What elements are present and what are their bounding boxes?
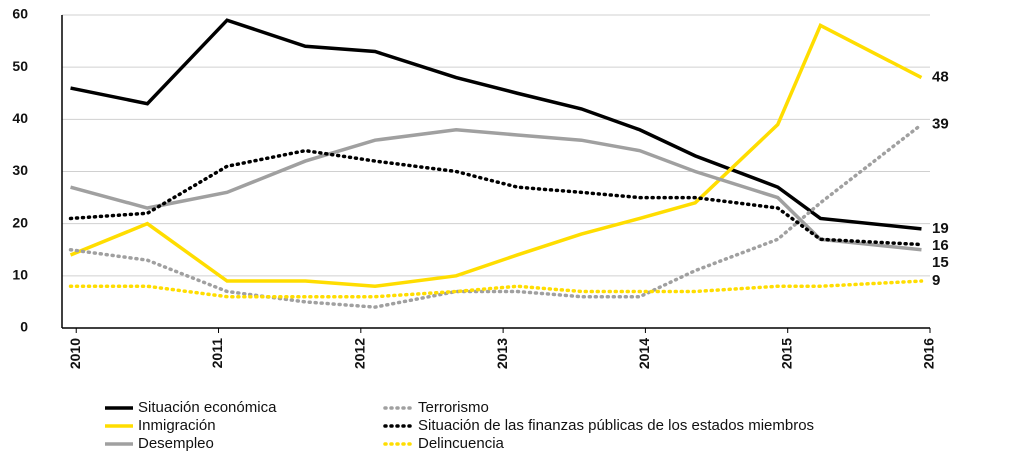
legend-label: Terrorismo	[418, 399, 489, 416]
end-label: 39	[932, 116, 949, 133]
legend-label: Desempleo	[138, 435, 214, 452]
legend-label: Delincuencia	[418, 435, 505, 452]
y-tick-label: 0	[20, 319, 28, 335]
series-line	[69, 23, 923, 289]
legend-label: Situación de las finanzas públicas de lo…	[418, 417, 814, 434]
end-label: 15	[932, 254, 949, 271]
legend-label: Situación económica	[138, 399, 277, 416]
series-line	[68, 148, 924, 247]
x-tick-label: 2012	[352, 338, 368, 369]
x-tick-label: 2015	[778, 338, 794, 369]
x-tick-label: 2011	[209, 338, 225, 369]
y-tick-label: 40	[12, 110, 28, 126]
end-label: 48	[932, 69, 949, 86]
series-line	[70, 128, 922, 252]
series-line	[68, 122, 924, 309]
series-line	[70, 18, 922, 231]
end-label: 16	[932, 237, 949, 254]
x-tick-label: 2010	[67, 338, 83, 369]
series-line	[68, 279, 924, 299]
end-label: 9	[932, 272, 940, 289]
end-label: 19	[932, 220, 949, 237]
y-tick-label: 60	[12, 6, 28, 22]
y-tick-label: 20	[12, 214, 28, 230]
x-tick-label: 2014	[636, 338, 652, 369]
legend-label: Inmigración	[138, 417, 216, 434]
y-tick-label: 50	[12, 58, 28, 74]
y-tick-label: 10	[12, 267, 28, 283]
y-tick-label: 30	[12, 162, 28, 178]
x-tick-label: 2016	[921, 338, 937, 369]
x-tick-label: 2013	[494, 338, 510, 369]
